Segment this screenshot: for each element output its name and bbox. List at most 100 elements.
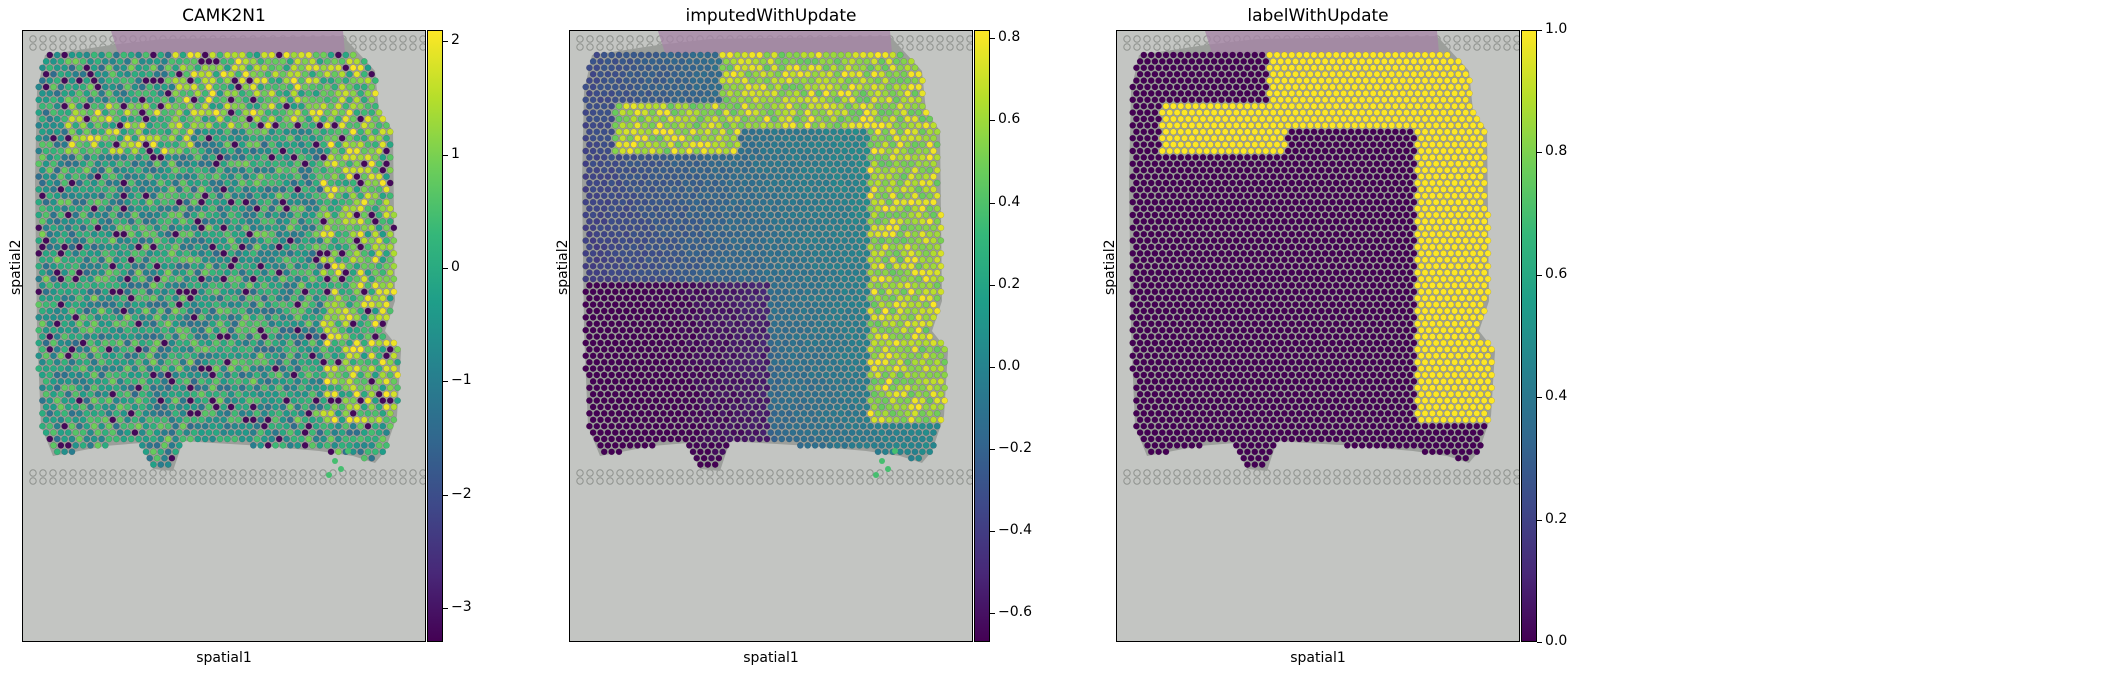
spot [235, 122, 242, 129]
spot [286, 134, 294, 142]
spot [774, 301, 782, 308]
spot [172, 192, 179, 200]
spot [822, 269, 830, 276]
spot [904, 166, 911, 174]
spot [231, 90, 239, 97]
spot [116, 70, 124, 78]
spot [179, 77, 187, 84]
spot [748, 154, 756, 161]
spot [859, 192, 867, 200]
spot [800, 77, 808, 84]
spot [298, 77, 305, 84]
spot [357, 218, 364, 225]
spot [127, 90, 135, 97]
spot [804, 237, 811, 244]
spot [216, 205, 224, 212]
spot [774, 160, 782, 168]
spot [763, 205, 771, 212]
spot [885, 122, 893, 129]
spot [253, 192, 261, 200]
spot [785, 269, 793, 276]
spot [922, 237, 930, 244]
spot [246, 102, 253, 110]
spot [253, 102, 261, 110]
spot [926, 166, 934, 174]
spot [800, 192, 808, 200]
spot [320, 90, 327, 97]
spot [704, 282, 712, 289]
spot [885, 147, 893, 155]
spot [268, 128, 276, 136]
spot [700, 173, 708, 180]
spot [312, 218, 320, 225]
spot [730, 58, 737, 65]
spot [804, 275, 811, 283]
spot [726, 307, 734, 315]
spot [737, 147, 745, 155]
spot [113, 115, 120, 123]
spot [711, 102, 719, 110]
spot [782, 198, 789, 206]
spot [796, 83, 804, 91]
spot [767, 160, 774, 168]
spot [94, 224, 102, 232]
spot [342, 115, 350, 123]
spot [272, 83, 279, 91]
spot [708, 262, 715, 270]
spot [150, 90, 157, 97]
spot [279, 96, 287, 104]
spot [919, 294, 926, 302]
spot [800, 256, 808, 264]
spot [885, 173, 893, 180]
spot [867, 256, 874, 264]
spot [808, 282, 815, 289]
spot [715, 198, 723, 206]
spot [153, 70, 161, 78]
spot [826, 147, 834, 155]
spot [822, 218, 830, 225]
spot [930, 262, 937, 270]
spot [231, 154, 239, 161]
spot [79, 160, 87, 168]
spot [759, 134, 767, 142]
spot [734, 128, 741, 136]
spot [179, 141, 187, 148]
spot [808, 179, 815, 187]
spot [279, 147, 287, 155]
spot [741, 64, 749, 72]
spot [837, 192, 845, 200]
spot [183, 70, 190, 78]
spot [150, 205, 157, 212]
spot [785, 230, 793, 238]
spot [305, 218, 313, 225]
spot [290, 102, 298, 110]
spot [741, 282, 749, 289]
spot [338, 83, 346, 91]
spot [845, 166, 852, 174]
spot [349, 64, 357, 72]
spot [257, 198, 264, 206]
spot [745, 262, 752, 270]
spot [194, 218, 202, 225]
spot [364, 115, 372, 123]
spot [800, 230, 808, 238]
spot [172, 166, 179, 174]
spot [364, 102, 372, 110]
spot [360, 134, 368, 142]
spot [201, 128, 209, 136]
spot [190, 147, 198, 155]
spot [785, 282, 793, 289]
spot [109, 83, 116, 91]
spot [135, 128, 142, 136]
spot [926, 269, 934, 276]
spot [349, 128, 357, 136]
spot [342, 77, 350, 84]
spot [127, 115, 135, 123]
spot [209, 102, 216, 110]
spot [767, 96, 774, 104]
spot [722, 186, 730, 193]
spot [220, 160, 227, 168]
spot [53, 218, 61, 225]
spot [811, 122, 819, 129]
spot [885, 301, 893, 308]
